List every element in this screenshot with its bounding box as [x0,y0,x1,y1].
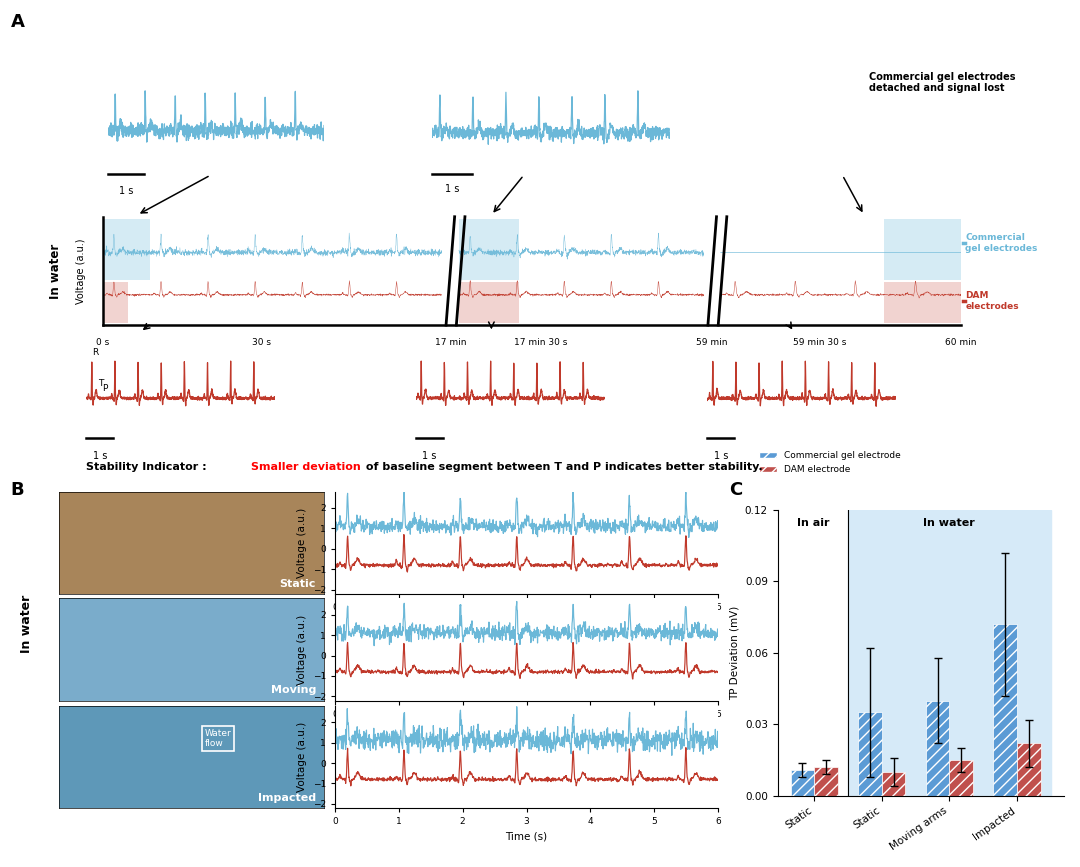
Bar [949,760,973,796]
Text: A: A [11,13,25,31]
Text: 1 s: 1 s [93,451,107,461]
Text: of baseline segment between T and P indicates better stability.: of baseline segment between T and P indi… [362,462,762,473]
Text: 30 s: 30 s [252,338,271,347]
Bar [994,624,1017,796]
Text: 59 min: 59 min [697,338,728,347]
Bar [882,772,905,796]
Text: T: T [98,379,103,388]
Legend: Commercial gel electrode, DAM electrode: Commercial gel electrode, DAM electrode [759,452,901,474]
Text: Static: Static [280,579,316,589]
Text: 59 min 30 s: 59 min 30 s [793,338,847,347]
Text: 1 s: 1 s [119,186,133,196]
Text: Commercial gel electrodes
detached and signal lost: Commercial gel electrodes detached and s… [869,72,1016,93]
Y-axis label: Voltage (a.u.): Voltage (a.u.) [297,721,307,792]
Text: 17 min 30 s: 17 min 30 s [514,338,567,347]
Bar [926,701,949,796]
Text: 0 s: 0 s [96,338,109,347]
Text: 1 s: 1 s [714,451,728,461]
Bar [883,282,961,323]
Bar [848,510,1051,796]
Text: R: R [93,349,98,357]
Bar [859,713,882,796]
Text: Water
flow: Water flow [205,729,232,748]
Text: 17 min: 17 min [434,338,467,347]
Text: Moving: Moving [271,686,316,695]
Bar [883,218,961,279]
Bar [459,282,519,323]
Text: 1 s: 1 s [422,451,436,461]
Text: In water: In water [21,595,33,654]
Bar [103,218,150,279]
Bar [814,767,838,796]
Bar [791,770,814,796]
Y-axis label: TP Deviation (mV): TP Deviation (mV) [729,606,739,700]
X-axis label: Time (s): Time (s) [505,831,548,842]
Text: In water: In water [923,518,975,528]
X-axis label: Time (s): Time (s) [505,617,548,628]
Text: Stability Indicator :: Stability Indicator : [86,462,211,473]
X-axis label: Time (s): Time (s) [505,724,548,734]
Bar [1017,743,1041,796]
Text: Smaller deviation: Smaller deviation [251,462,361,473]
Bar [459,218,519,279]
Y-axis label: Voltage (a.u.): Voltage (a.u.) [297,614,307,685]
Text: In water: In water [49,244,62,298]
Text: Voltage (a.u.): Voltage (a.u.) [76,238,86,303]
Text: P: P [103,384,107,394]
Text: 1 s: 1 s [445,184,459,193]
Text: Commercial
gel electrodes: Commercial gel electrodes [966,232,1038,253]
Text: 60 min: 60 min [945,338,977,347]
Text: B: B [11,481,25,499]
Text: In air: In air [797,518,829,528]
Text: DAM
electrodes: DAM electrodes [966,291,1020,311]
Bar [103,282,129,323]
Text: Impacted: Impacted [258,793,316,803]
Text: C: C [729,481,742,499]
Y-axis label: Voltage (a.u.): Voltage (a.u.) [297,507,307,578]
